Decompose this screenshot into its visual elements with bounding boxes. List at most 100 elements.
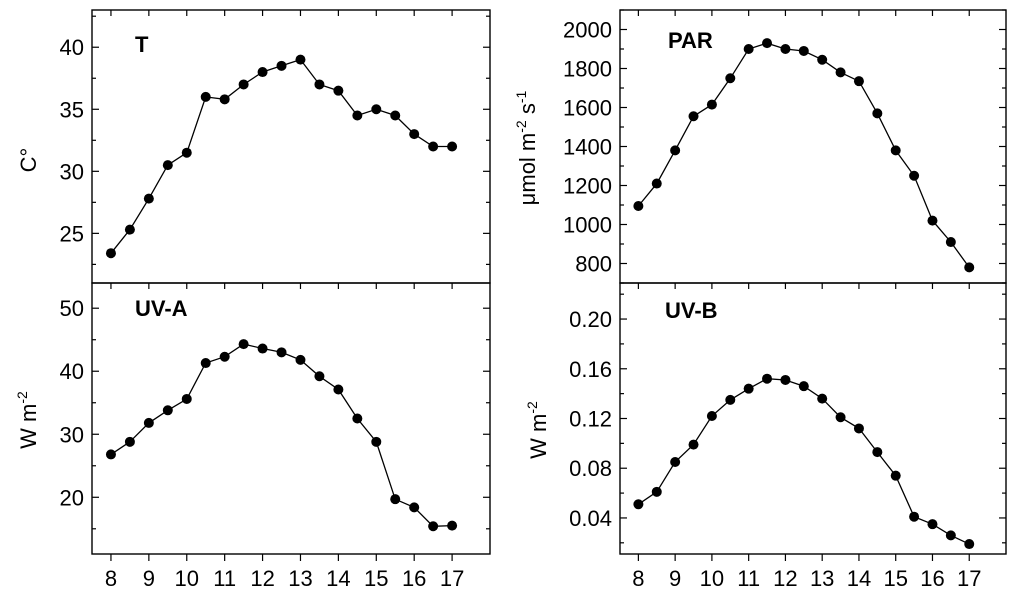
x-tick-label: 9	[669, 566, 681, 590]
panel-t: 25 30 35 40 T C°	[16, 9, 491, 284]
x-tick-label: 11	[213, 566, 236, 590]
data-point	[428, 141, 439, 152]
panel-uv-a: 20 30 40 50 8 9 10 11 12 13 14 15 16 17 UV-A W m-2​	[14, 282, 491, 590]
data-point	[124, 224, 135, 235]
y-tick-label: 800	[575, 252, 612, 277]
x-tick-label: 13	[810, 566, 834, 590]
data-point	[964, 539, 975, 550]
data-point	[352, 110, 363, 121]
series-line	[638, 378, 970, 545]
y-axis-title: μmol m-2​ s-1​	[513, 90, 540, 205]
data-point	[853, 76, 864, 87]
x-tick-label: 16	[402, 566, 426, 590]
data-point	[105, 449, 116, 460]
y-tick-label: 0.12	[569, 407, 612, 432]
data-point	[390, 110, 401, 121]
y-tick-label: 35	[60, 97, 84, 122]
data-point	[314, 79, 325, 90]
data-point	[124, 436, 135, 447]
data-point	[798, 45, 809, 56]
data-point	[909, 170, 920, 181]
data-point	[447, 141, 458, 152]
data-point	[633, 200, 644, 211]
y-tick-label: 30	[60, 159, 84, 184]
data-point	[743, 44, 754, 54]
data-point	[835, 67, 846, 78]
data-point	[276, 60, 287, 71]
y-axis-title: W m-2​	[14, 391, 41, 449]
data-point	[890, 145, 901, 156]
panel-label: PAR	[668, 28, 713, 53]
y-axis-title: W m-2​	[524, 401, 551, 459]
data-point	[200, 91, 211, 102]
data-point	[688, 439, 699, 450]
data-point	[238, 79, 249, 90]
x-tick-label: 17	[957, 566, 981, 590]
x-tick-label: 16	[920, 566, 944, 590]
data-point	[853, 423, 864, 434]
data-point	[706, 99, 717, 110]
data-point	[817, 393, 828, 404]
x-tick-label: 14	[847, 566, 871, 590]
data-point	[945, 530, 956, 541]
data-point	[725, 394, 736, 405]
data-point	[257, 67, 268, 78]
y-axis-title: C°	[16, 148, 41, 173]
series-line	[110, 343, 453, 527]
y-tick-label: 1800	[563, 57, 612, 82]
data-point	[390, 494, 401, 505]
y-tick-label: 25	[60, 221, 84, 246]
data-point	[651, 486, 662, 497]
data-point	[219, 94, 230, 105]
x-tick-label: 9	[143, 566, 155, 590]
data-point	[688, 111, 699, 122]
data-point	[143, 193, 154, 204]
data-point	[409, 129, 420, 140]
y-tick-label: 40	[60, 359, 84, 384]
data-point	[633, 499, 644, 510]
x-tick-label: 15	[364, 566, 388, 590]
data-point	[780, 374, 791, 385]
plot-frame	[619, 282, 1007, 555]
y-tick-label: 40	[60, 35, 84, 60]
data-point	[314, 371, 325, 382]
data-point	[371, 104, 382, 115]
data-point	[835, 412, 846, 423]
data-point	[238, 339, 249, 350]
data-point	[276, 347, 287, 358]
y-tick-label: 1000	[563, 213, 612, 238]
data-point	[817, 54, 828, 65]
data-point	[909, 511, 920, 522]
y-tick-label: 0.08	[569, 456, 612, 481]
series-line	[110, 58, 453, 254]
data-point	[872, 447, 883, 458]
data-point	[352, 413, 363, 424]
data-point	[706, 411, 717, 422]
data-point	[333, 85, 344, 96]
data-point	[333, 384, 344, 395]
data-point	[295, 54, 306, 65]
data-point	[409, 502, 420, 513]
data-point	[927, 215, 938, 226]
x-tick-label: 12	[250, 566, 274, 590]
y-tick-label: 1600	[563, 96, 612, 121]
panel-label: T	[135, 32, 149, 57]
y-tick-label: 2000	[563, 18, 612, 43]
data-point	[945, 237, 956, 248]
data-point	[105, 248, 116, 259]
data-point	[780, 44, 791, 54]
data-point	[257, 343, 268, 354]
data-point	[890, 470, 901, 481]
panel-par: 800 1000 1200 1400 1600 1800 2000 PAR μmol m-2​ …	[513, 9, 1007, 284]
panel-label: UV-B	[665, 298, 718, 323]
y-tick-label: 0.20	[569, 307, 612, 332]
data-point	[143, 417, 154, 428]
data-point	[725, 73, 736, 84]
data-point	[162, 160, 173, 171]
data-point	[295, 354, 306, 365]
x-tick-label: 10	[175, 566, 199, 590]
y-tick-label: 50	[60, 296, 84, 321]
data-point	[927, 519, 938, 530]
x-tick-label: 8	[632, 566, 644, 590]
